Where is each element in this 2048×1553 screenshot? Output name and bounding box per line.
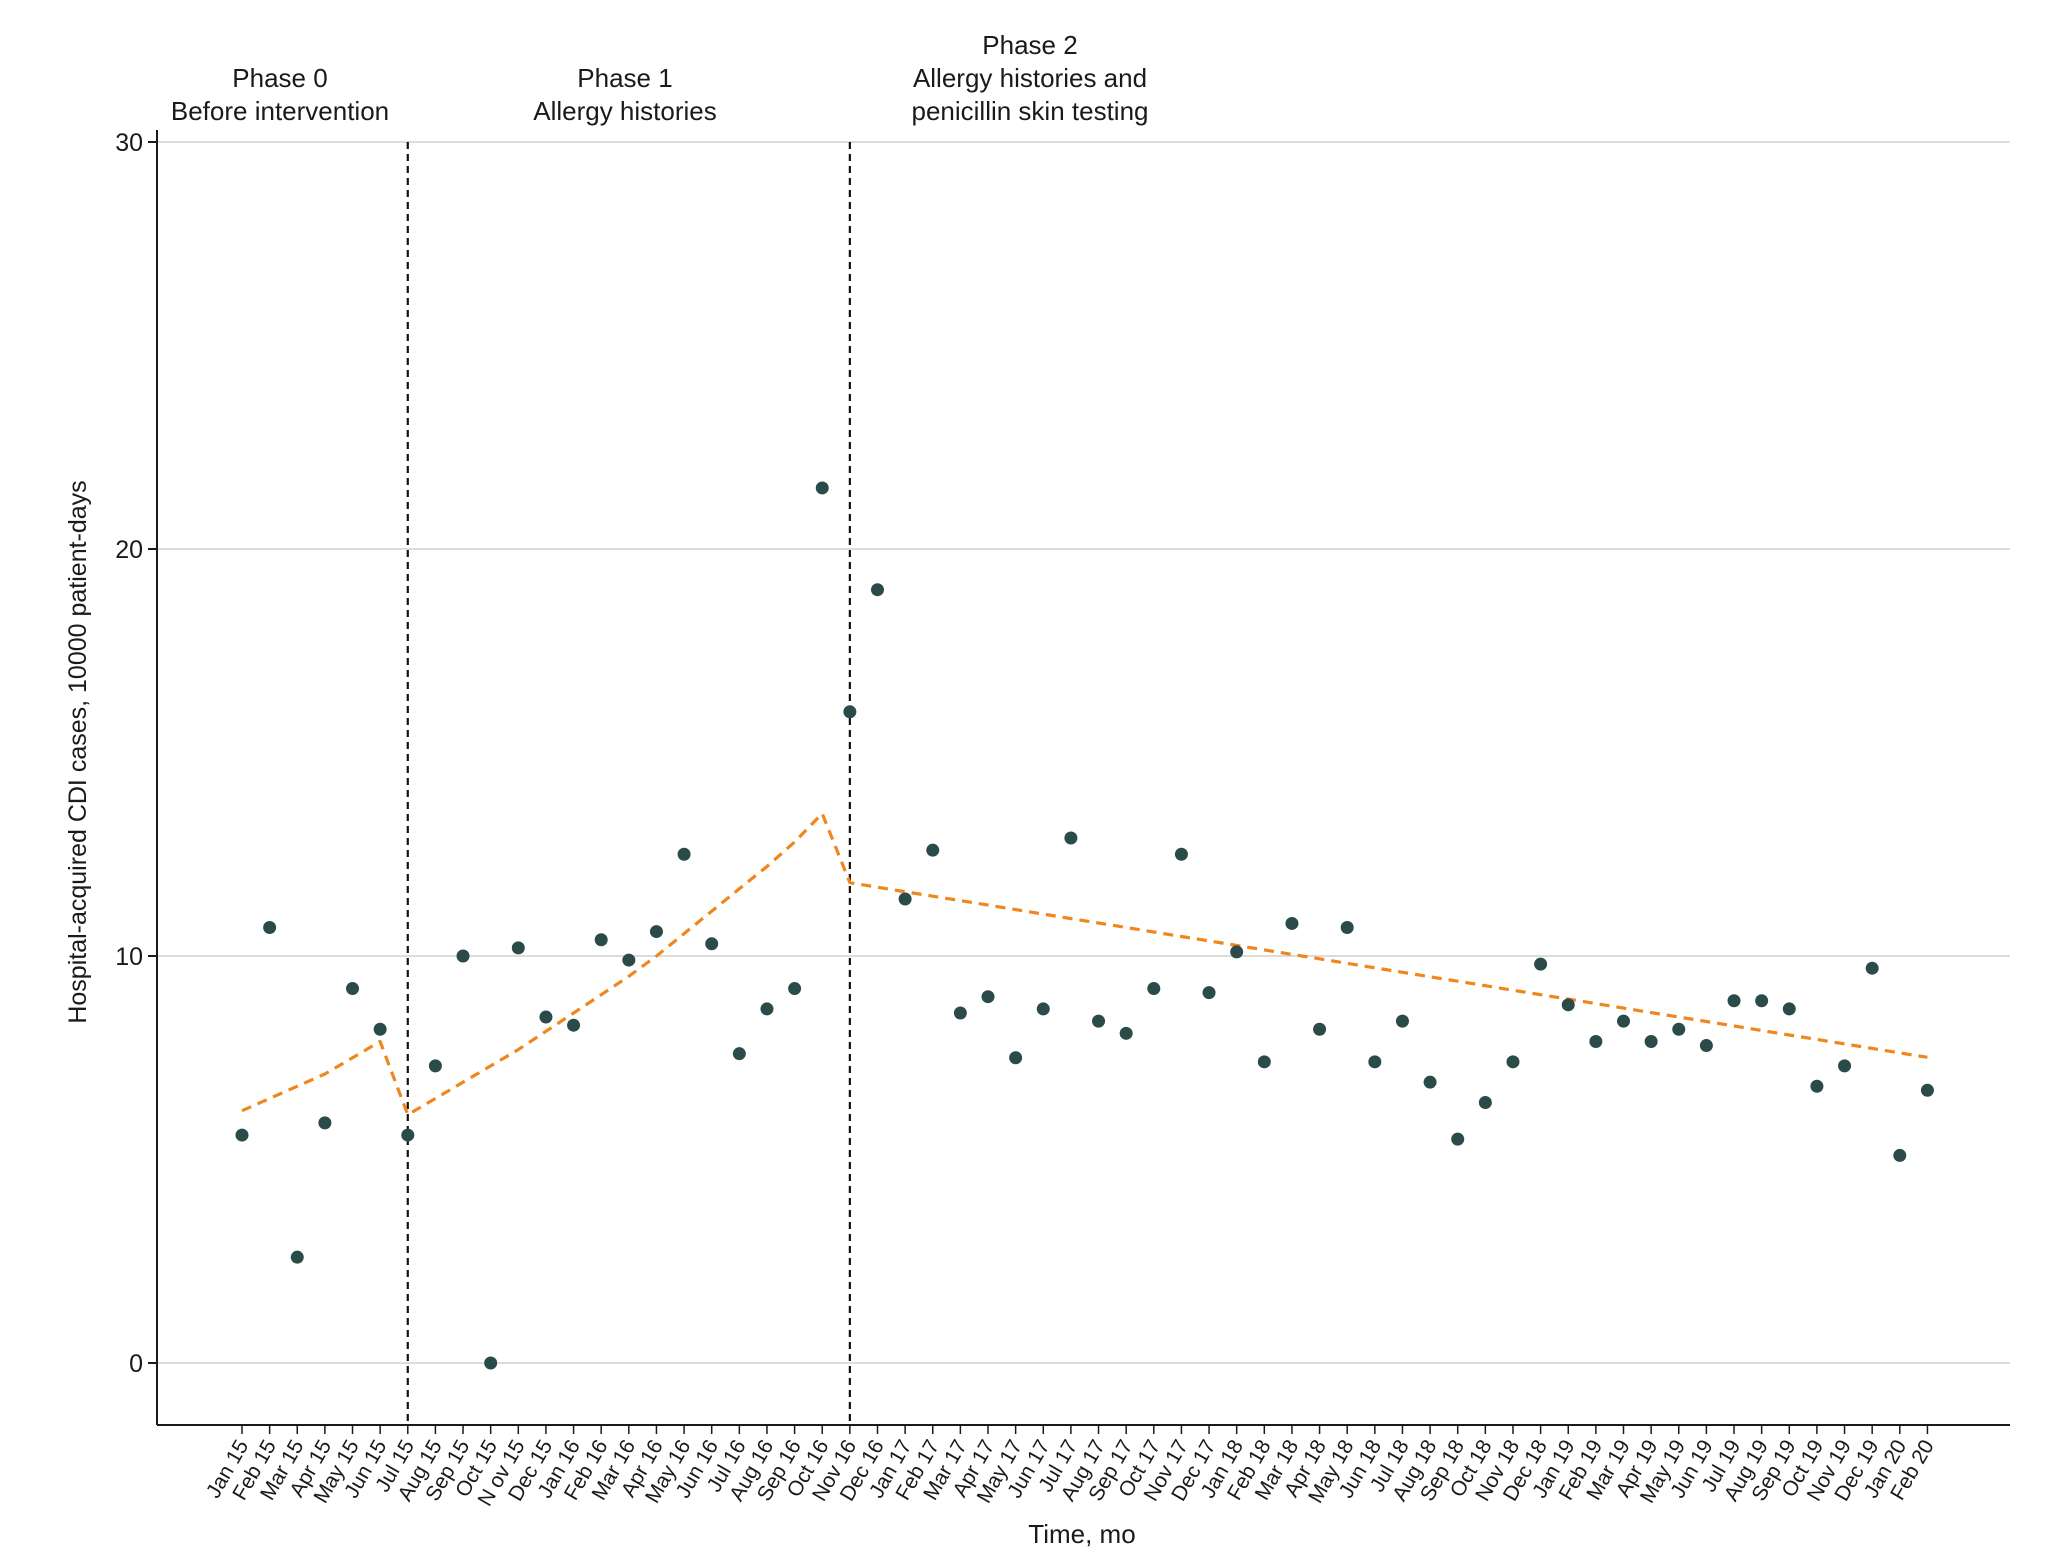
data-point <box>898 892 912 906</box>
phase-1-title: Phase 1 <box>577 63 673 93</box>
data-point <box>1451 1132 1465 1146</box>
regression-fit-line <box>241 811 1928 1117</box>
data-point <box>1865 961 1879 975</box>
data-point <box>511 941 525 955</box>
data-point <box>373 1022 387 1036</box>
phase-2-description-line1: Allergy histories and <box>912 63 1148 93</box>
data-point <box>1534 957 1548 971</box>
data-point <box>1810 1079 1824 1093</box>
data-point <box>1755 994 1769 1008</box>
data-point <box>1617 1014 1630 1028</box>
data-point <box>1174 847 1188 861</box>
data-point <box>1672 1022 1686 1036</box>
data-point <box>649 925 663 939</box>
data-point <box>1340 921 1354 935</box>
data-point <box>1230 945 1244 959</box>
data-point <box>567 1018 581 1032</box>
data-point <box>539 1010 553 1024</box>
regression-fit-lines <box>241 811 1928 1117</box>
data-point <box>235 1128 249 1142</box>
data-point <box>1119 1026 1133 1040</box>
y-axis-label: Hospital-acquired CDI cases, 10000 patie… <box>64 480 92 1023</box>
data-point <box>318 1116 332 1130</box>
phase-2-title: Phase 2 <box>982 30 1078 60</box>
data-point <box>1782 1002 1796 1016</box>
phase-1-description: Allergy histories <box>533 96 717 126</box>
data-point <box>1727 994 1741 1008</box>
data-point <box>1699 1039 1713 1053</box>
data-point <box>1423 1075 1437 1089</box>
data-point <box>1147 982 1161 996</box>
data-point <box>1893 1148 1907 1162</box>
y-tick-label: 10 <box>115 943 143 971</box>
data-point <box>926 843 940 857</box>
data-point <box>1202 986 1216 1000</box>
data-point <box>705 937 719 951</box>
data-point <box>760 1002 774 1016</box>
data-point <box>1092 1014 1106 1028</box>
data-point <box>1589 1034 1603 1048</box>
phase-0-label: Phase 0 Before intervention <box>120 62 440 128</box>
data-point <box>1036 1002 1050 1016</box>
phase-divider-lines <box>406 142 851 1425</box>
data-points <box>235 481 1934 1370</box>
data-point <box>484 1356 498 1370</box>
data-point <box>428 1059 442 1073</box>
data-point <box>1920 1083 1934 1097</box>
data-point <box>815 481 829 495</box>
gridlines <box>157 141 2010 1364</box>
data-point <box>456 949 470 963</box>
data-point <box>788 982 802 996</box>
data-point <box>953 1006 967 1020</box>
phase-0-title: Phase 0 <box>232 63 328 93</box>
phase-0-description: Before intervention <box>170 96 390 126</box>
data-point <box>1009 1051 1023 1065</box>
data-point <box>346 982 360 996</box>
data-point <box>1064 831 1078 845</box>
data-point <box>1644 1034 1658 1048</box>
data-point <box>263 921 277 935</box>
y-tick-label: 0 <box>129 1350 143 1378</box>
data-point <box>1561 998 1575 1012</box>
phase-1-label: Phase 1 Allergy histories <box>460 62 790 128</box>
data-point <box>1313 1022 1327 1036</box>
data-point <box>1395 1014 1409 1028</box>
data-point <box>1838 1059 1852 1073</box>
data-point <box>401 1128 415 1142</box>
data-point <box>677 847 691 861</box>
phase-2-description-line2: penicillin skin testing <box>911 96 1149 126</box>
phase-2-label: Phase 2 Allergy histories and penicillin… <box>840 29 1220 128</box>
data-point <box>622 953 636 967</box>
data-point <box>290 1250 304 1264</box>
data-point <box>1506 1055 1520 1069</box>
data-point <box>870 583 884 597</box>
data-point <box>843 705 857 719</box>
data-point <box>732 1047 746 1061</box>
y-axis-ticks: 0 10 20 30 <box>115 129 157 1378</box>
data-point <box>1478 1096 1492 1110</box>
data-point <box>981 990 995 1004</box>
y-tick-label: 30 <box>115 129 143 157</box>
data-point <box>1285 916 1299 930</box>
y-tick-label: 20 <box>115 536 143 564</box>
data-point <box>1368 1055 1382 1069</box>
data-point <box>594 933 608 947</box>
data-point <box>1257 1055 1271 1069</box>
x-axis-label: Time, mo <box>1028 1519 1135 1549</box>
